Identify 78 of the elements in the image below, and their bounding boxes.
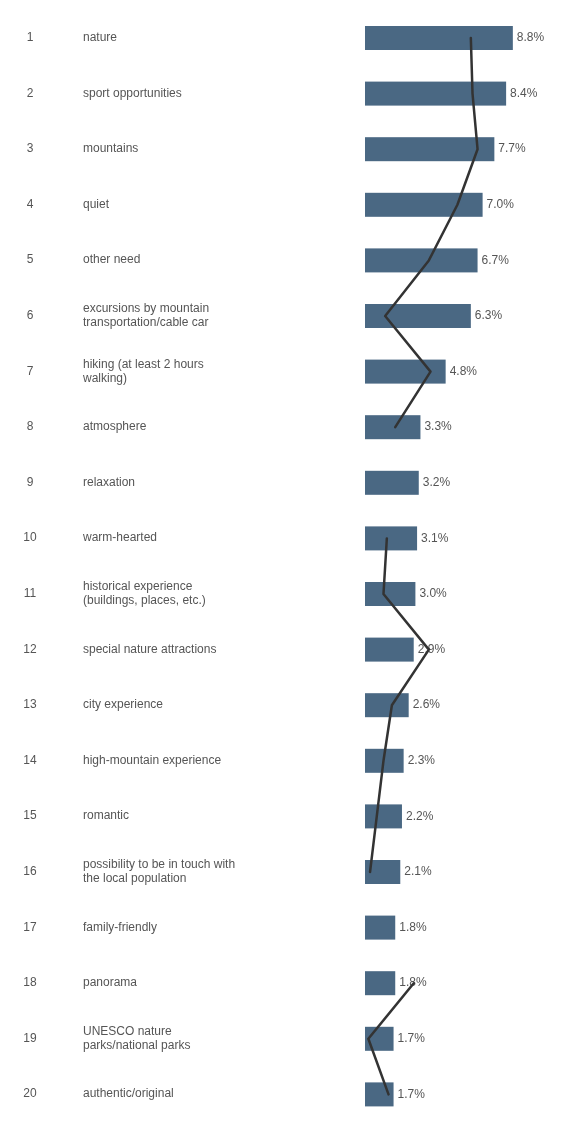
data-label: 1.8% (399, 975, 427, 990)
y-tick-label: other need (83, 252, 141, 267)
text: 13 (23, 697, 37, 712)
bar (365, 860, 401, 884)
data-label: 2.3% (407, 752, 436, 767)
text: 1 (26, 30, 34, 45)
bar (365, 971, 396, 996)
text: 5 (26, 252, 34, 267)
text: 20 (23, 1086, 37, 1101)
y-tick-label: mountains (83, 141, 139, 156)
y-tick-label: UNESCO nature parks/national parks (83, 1024, 191, 1052)
y-tick-label: possibility to be in touch with the local population (83, 857, 236, 886)
data-label: 1.7% (397, 1030, 426, 1045)
bar (365, 26, 513, 50)
y-tick-label: family-friendly (83, 919, 158, 934)
text: 17 (23, 919, 37, 934)
text: 16 (23, 864, 37, 879)
y-tick-label: romantic (83, 808, 130, 823)
data-label: 6.3% (474, 308, 503, 323)
data-label: 2.2% (405, 808, 434, 823)
bar (365, 915, 396, 940)
data-label: 1.7% (397, 1086, 426, 1101)
text: 7 (26, 363, 34, 378)
y-tick-label: panorama (83, 975, 138, 990)
y-tick-label: relaxation (83, 474, 136, 489)
y-tick-label: quiet (83, 196, 110, 211)
bar (365, 359, 446, 384)
y-tick-label: historical experience (buildings, places, etc.) (83, 579, 206, 608)
text: 6 (26, 308, 34, 323)
text: 15 (23, 808, 37, 823)
text: 9 (26, 474, 34, 489)
text: 8 (26, 419, 34, 434)
y-tick-label: high-mountain experience (83, 752, 222, 767)
y-tick-label: city experience (83, 697, 164, 712)
bar (365, 137, 495, 162)
data-label: 3.0% (419, 586, 448, 601)
text: 3 (26, 141, 34, 156)
data-label: 7.0% (486, 196, 515, 211)
y-tick-label: atmosphere (83, 419, 147, 434)
text: 2 (26, 85, 34, 100)
data-label: 1.8% (399, 919, 427, 934)
text: 10 (23, 530, 37, 545)
data-label: 6.7% (481, 252, 510, 267)
data-label: 2.1% (404, 864, 432, 879)
text: 14 (23, 752, 37, 767)
data-label: 4.8% (449, 363, 478, 378)
text: 18 (23, 975, 37, 990)
y-tick-label: special nature attractions (83, 641, 217, 656)
data-label: 3.2% (422, 474, 451, 489)
data-label: 7.7% (498, 141, 527, 156)
bar (365, 415, 421, 440)
bar (365, 81, 507, 106)
bar (365, 804, 402, 829)
data-label: 3.3% (424, 419, 453, 434)
text: 4 (26, 196, 34, 211)
y-tick-label: excursions by mountain transportation/cable car (83, 301, 210, 330)
bar (365, 582, 416, 606)
bar (365, 248, 478, 273)
data-label: 2.6% (412, 697, 441, 712)
bar (365, 192, 483, 217)
data-label: 8.8% (516, 30, 545, 45)
text: 11 (23, 586, 37, 601)
y-tick-label: sport opportunities (83, 85, 182, 100)
text: 19 (23, 1030, 37, 1045)
y-tick-label: hiking (at least 2 hours walking) (82, 356, 204, 385)
y-tick-label: authentic/original (83, 1086, 174, 1101)
bar (365, 693, 409, 718)
y-tick-label: nature (83, 30, 118, 45)
bar (365, 637, 414, 662)
bar (365, 470, 419, 495)
y-tick-label: warm-hearted (82, 530, 158, 545)
data-label: 8.4% (510, 85, 538, 100)
bar (365, 304, 471, 328)
bar (365, 1082, 394, 1107)
data-label: 3.1% (421, 530, 449, 545)
bar (365, 748, 404, 773)
bar (365, 526, 418, 551)
text: 12 (23, 641, 37, 656)
